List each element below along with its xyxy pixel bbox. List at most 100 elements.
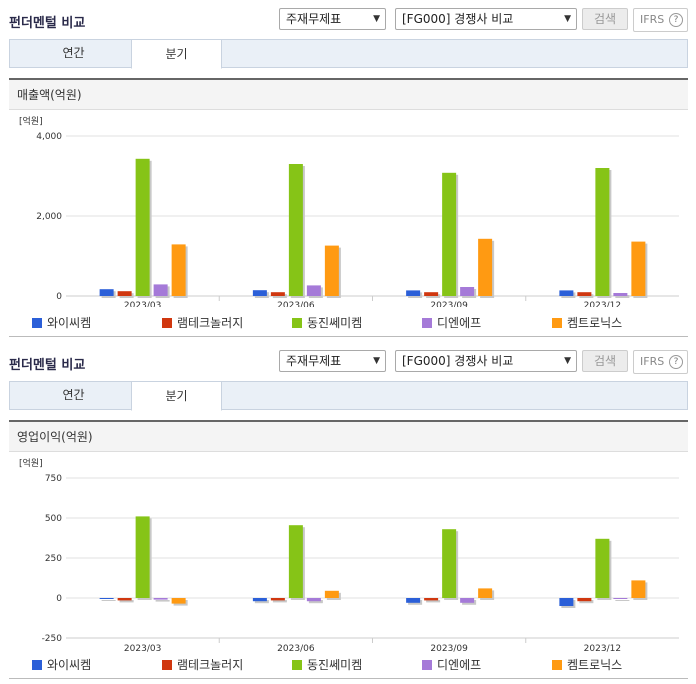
period-tabs: 연간 분기 [9, 39, 688, 69]
legend-label: 켐트로닉스 [567, 658, 623, 672]
legend-swatch [32, 318, 42, 328]
bar-shadow [155, 600, 170, 602]
tab-quarterly[interactable]: 분기 [131, 39, 222, 69]
bar-2023-03-2 [135, 516, 150, 598]
bar-2023-12-1 [577, 292, 592, 296]
section-header: 펀더멘털 비교 주재무제표 ▼ [FG000] 경쟁사 비교 ▼ 검색 IFRS… [0, 342, 696, 380]
y-tick-label: 250 [45, 554, 62, 564]
bar-shadow [254, 600, 269, 604]
bar-shadow [272, 600, 287, 603]
bar-2023-06-3 [306, 285, 321, 296]
chevron-down-icon: ▼ [564, 356, 571, 366]
divider [9, 678, 688, 679]
legend-label: 와이씨켐 [47, 316, 92, 330]
legend-item: 램테크놀러지 [162, 314, 243, 331]
search-button[interactable]: 검색 [582, 350, 628, 372]
legend-label: 디엔에프 [437, 658, 482, 672]
y-tick-label: -250 [42, 634, 63, 644]
help-icon: ? [669, 355, 683, 369]
legend-item: 와이씨켐 [32, 314, 91, 331]
legend-label: 동진쎄미켐 [307, 316, 363, 330]
metric-label: 매출액(억원) [9, 80, 688, 110]
group-select[interactable]: [FG000] 경쟁사 비교 ▼ [395, 350, 577, 372]
search-button[interactable]: 검색 [582, 8, 628, 30]
statement-type-value: 주재무제표 [286, 12, 342, 26]
ifrs-button[interactable]: IFRS ? [633, 350, 688, 374]
legend-swatch [552, 318, 562, 328]
legend-item: 디엔에프 [422, 656, 481, 673]
statement-type-select[interactable]: 주재무제표 ▼ [279, 8, 386, 30]
unit-label: [억원] [19, 115, 43, 127]
legend-swatch [552, 660, 562, 670]
legend-swatch [162, 318, 172, 328]
bar-2023-03-1 [117, 291, 132, 296]
bar-2023-03-0 [99, 598, 114, 599]
y-tick-label: 500 [45, 514, 62, 524]
legend-swatch [422, 318, 432, 328]
bar-shadow [615, 600, 630, 601]
bar-2023-06-4 [324, 590, 339, 598]
bar-shadow [426, 600, 441, 603]
x-tick-label: 2023/06 [277, 644, 315, 652]
y-tick-label: 0 [56, 594, 62, 604]
chevron-down-icon: ▼ [373, 356, 380, 366]
y-tick-label: 2,000 [36, 212, 62, 222]
bar-shadow [101, 600, 116, 601]
bar-shadow [308, 600, 323, 604]
bar-2023-09-3 [460, 598, 475, 603]
x-tick-label: 2023/09 [430, 644, 468, 652]
bar-2023-12-4 [631, 580, 646, 598]
divider [9, 336, 688, 337]
bar-2023-03-4 [171, 598, 186, 604]
x-tick-label: 2023/09 [430, 301, 468, 307]
group-value: [FG000] 경쟁사 비교 [402, 354, 514, 368]
bar-2023-12-0 [559, 598, 574, 606]
bar-2023-09-4 [478, 588, 493, 598]
bar-2023-12-1 [577, 598, 592, 602]
bar-2023-12-0 [559, 290, 574, 296]
bar-shadow [119, 600, 134, 603]
operating-profit-bar-chart: [억원] -250 0 250 500 750 2023/03 2023/06 2023/09 2… [19, 457, 679, 652]
legend-item: 켐트로닉스 [552, 314, 622, 331]
bar-2023-09-1 [424, 598, 439, 601]
group-select[interactable]: [FG000] 경쟁사 비교 ▼ [395, 8, 577, 30]
ifrs-label: IFRS [640, 355, 665, 368]
chevron-down-icon: ▼ [373, 14, 380, 24]
bar-2023-06-1 [270, 292, 285, 296]
bar-2023-06-4 [324, 245, 339, 296]
x-tick-label: 2023/12 [584, 301, 621, 307]
group-value: [FG000] 경쟁사 비교 [402, 12, 514, 26]
bar-2023-09-3 [460, 287, 475, 296]
unit-label: [억원] [19, 457, 43, 469]
bar-shadow [272, 294, 287, 298]
legend-label: 와이씨켐 [47, 658, 92, 672]
legend-item: 와이씨켐 [32, 656, 91, 673]
bar-2023-06-1 [270, 598, 285, 601]
section-header: 펀더멘털 비교 주재무제표 ▼ [FG000] 경쟁사 비교 ▼ 검색 IFRS… [0, 0, 696, 38]
divider [9, 420, 688, 422]
metric-label: 영업이익(억원) [9, 422, 688, 452]
tab-quarterly[interactable]: 분기 [131, 381, 222, 411]
statement-type-select[interactable]: 주재무제표 ▼ [279, 350, 386, 372]
legend-item: 동진쎄미켐 [292, 656, 362, 673]
bar-2023-09-2 [442, 529, 457, 598]
x-tick-label: 2023/06 [277, 301, 315, 307]
bar-2023-06-0 [252, 290, 267, 296]
tab-annual[interactable]: 연간 [62, 388, 85, 402]
bar-2023-03-4 [171, 244, 186, 296]
fundamental-section-operating-profit: 펀더멘털 비교 주재무제표 ▼ [FG000] 경쟁사 비교 ▼ 검색 IFRS… [0, 342, 696, 684]
bar-2023-06-0 [252, 598, 267, 602]
bar-2023-09-0 [406, 290, 421, 296]
y-tick-label: 4,000 [36, 132, 62, 142]
bar-2023-12-2 [595, 538, 610, 598]
tab-annual[interactable]: 연간 [62, 46, 85, 60]
legend-item: 동진쎄미켐 [292, 314, 362, 331]
bar-2023-09-2 [442, 172, 457, 296]
legend-label: 램테크놀러지 [177, 316, 244, 330]
ifrs-button[interactable]: IFRS ? [633, 8, 688, 32]
section-title: 펀더멘털 비교 [9, 358, 86, 373]
bar-2023-12-3 [613, 293, 628, 296]
ifrs-label: IFRS [640, 13, 665, 26]
bar-2023-12-4 [631, 241, 646, 296]
section-title: 펀더멘털 비교 [9, 16, 86, 31]
